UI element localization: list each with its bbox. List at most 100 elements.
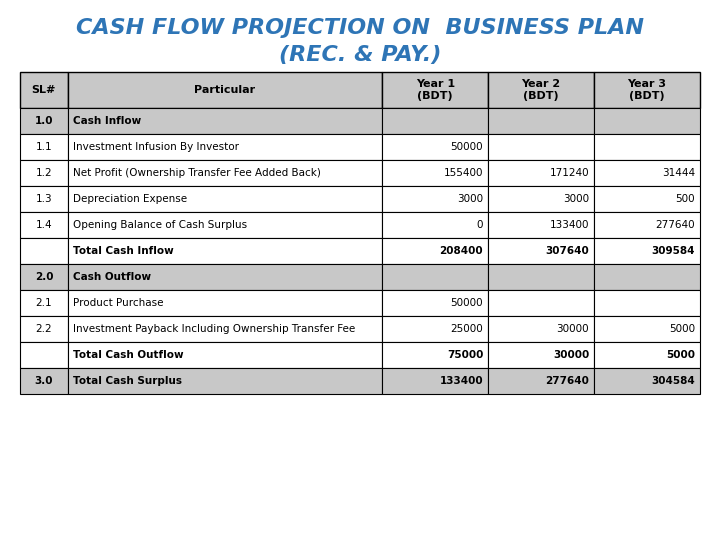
Bar — [68, 72, 382, 108]
Bar — [20, 238, 68, 264]
Text: 307640: 307640 — [545, 246, 589, 256]
Bar — [382, 238, 488, 264]
Text: 50000: 50000 — [451, 142, 483, 152]
Bar — [488, 264, 594, 290]
Bar — [68, 212, 382, 238]
Bar — [20, 342, 68, 368]
Bar — [382, 186, 488, 212]
Bar — [488, 238, 594, 264]
Text: 1.2: 1.2 — [35, 168, 53, 178]
Text: Year 2
(BDT): Year 2 (BDT) — [521, 79, 561, 101]
Bar — [68, 186, 382, 212]
Bar — [20, 290, 68, 316]
Text: 208400: 208400 — [439, 246, 483, 256]
Text: Product Purchase: Product Purchase — [73, 298, 163, 308]
Text: Total Cash Inflow: Total Cash Inflow — [73, 246, 174, 256]
Text: Particular: Particular — [194, 85, 256, 95]
Text: SL#: SL# — [32, 85, 56, 95]
Bar — [488, 290, 594, 316]
Bar — [488, 108, 594, 134]
Bar — [594, 238, 700, 264]
Text: 500: 500 — [675, 194, 695, 204]
Text: Year 1
(BDT): Year 1 (BDT) — [415, 79, 455, 101]
Bar — [382, 108, 488, 134]
Bar — [68, 342, 382, 368]
Bar — [382, 342, 488, 368]
Bar — [382, 212, 488, 238]
Bar — [20, 160, 68, 186]
Bar — [488, 72, 594, 108]
Text: Investment Infusion By Investor: Investment Infusion By Investor — [73, 142, 239, 152]
Text: 133400: 133400 — [439, 376, 483, 386]
Text: Depreciation Expense: Depreciation Expense — [73, 194, 187, 204]
Text: Total Cash Outflow: Total Cash Outflow — [73, 350, 184, 360]
Bar — [68, 238, 382, 264]
Bar — [382, 368, 488, 394]
Text: CASH FLOW PROJECTION ON  BUSINESS PLAN: CASH FLOW PROJECTION ON BUSINESS PLAN — [76, 18, 644, 38]
Text: Cash Inflow: Cash Inflow — [73, 116, 141, 126]
Bar — [488, 134, 594, 160]
Bar — [488, 368, 594, 394]
Bar — [594, 264, 700, 290]
Text: 3000: 3000 — [457, 194, 483, 204]
Bar — [594, 368, 700, 394]
Bar — [594, 160, 700, 186]
Text: 0: 0 — [477, 220, 483, 230]
Text: Opening Balance of Cash Surplus: Opening Balance of Cash Surplus — [73, 220, 247, 230]
Text: 1.0: 1.0 — [35, 116, 53, 126]
Bar — [594, 212, 700, 238]
Text: 75000: 75000 — [447, 350, 483, 360]
Text: 2.0: 2.0 — [35, 272, 53, 282]
Bar — [68, 264, 382, 290]
Bar — [20, 108, 68, 134]
Bar — [594, 108, 700, 134]
Text: 3.0: 3.0 — [35, 376, 53, 386]
Text: 25000: 25000 — [451, 324, 483, 334]
Bar — [68, 368, 382, 394]
Bar — [382, 134, 488, 160]
Text: 133400: 133400 — [549, 220, 589, 230]
Bar — [488, 160, 594, 186]
Text: 50000: 50000 — [451, 298, 483, 308]
Bar — [382, 290, 488, 316]
Text: 1.1: 1.1 — [35, 142, 53, 152]
Text: 31444: 31444 — [662, 168, 695, 178]
Bar — [382, 72, 488, 108]
Text: 5000: 5000 — [669, 324, 695, 334]
Bar — [488, 342, 594, 368]
Text: 309584: 309584 — [652, 246, 695, 256]
Text: 171240: 171240 — [549, 168, 589, 178]
Text: 277640: 277640 — [655, 220, 695, 230]
Bar — [20, 186, 68, 212]
Text: 3000: 3000 — [563, 194, 589, 204]
Text: 1.4: 1.4 — [35, 220, 53, 230]
Bar — [68, 290, 382, 316]
Bar — [382, 160, 488, 186]
Text: Cash Outflow: Cash Outflow — [73, 272, 151, 282]
Bar — [594, 290, 700, 316]
Text: 2.1: 2.1 — [35, 298, 53, 308]
Bar — [594, 342, 700, 368]
Text: 1.3: 1.3 — [35, 194, 53, 204]
Bar — [20, 316, 68, 342]
Bar — [382, 264, 488, 290]
Text: 304584: 304584 — [652, 376, 695, 386]
Text: 155400: 155400 — [444, 168, 483, 178]
Text: (REC. & PAY.): (REC. & PAY.) — [279, 45, 441, 65]
Bar — [594, 72, 700, 108]
Bar — [488, 212, 594, 238]
Bar — [488, 316, 594, 342]
Text: 5000: 5000 — [666, 350, 695, 360]
Bar — [20, 212, 68, 238]
Bar — [488, 186, 594, 212]
Bar — [68, 108, 382, 134]
Bar — [20, 72, 68, 108]
Bar — [594, 134, 700, 160]
Bar — [20, 134, 68, 160]
Text: 30000: 30000 — [553, 350, 589, 360]
Text: 30000: 30000 — [557, 324, 589, 334]
Text: 2.2: 2.2 — [35, 324, 53, 334]
Text: Investment Payback Including Ownership Transfer Fee: Investment Payback Including Ownership T… — [73, 324, 355, 334]
Bar — [594, 316, 700, 342]
Text: Total Cash Surplus: Total Cash Surplus — [73, 376, 182, 386]
